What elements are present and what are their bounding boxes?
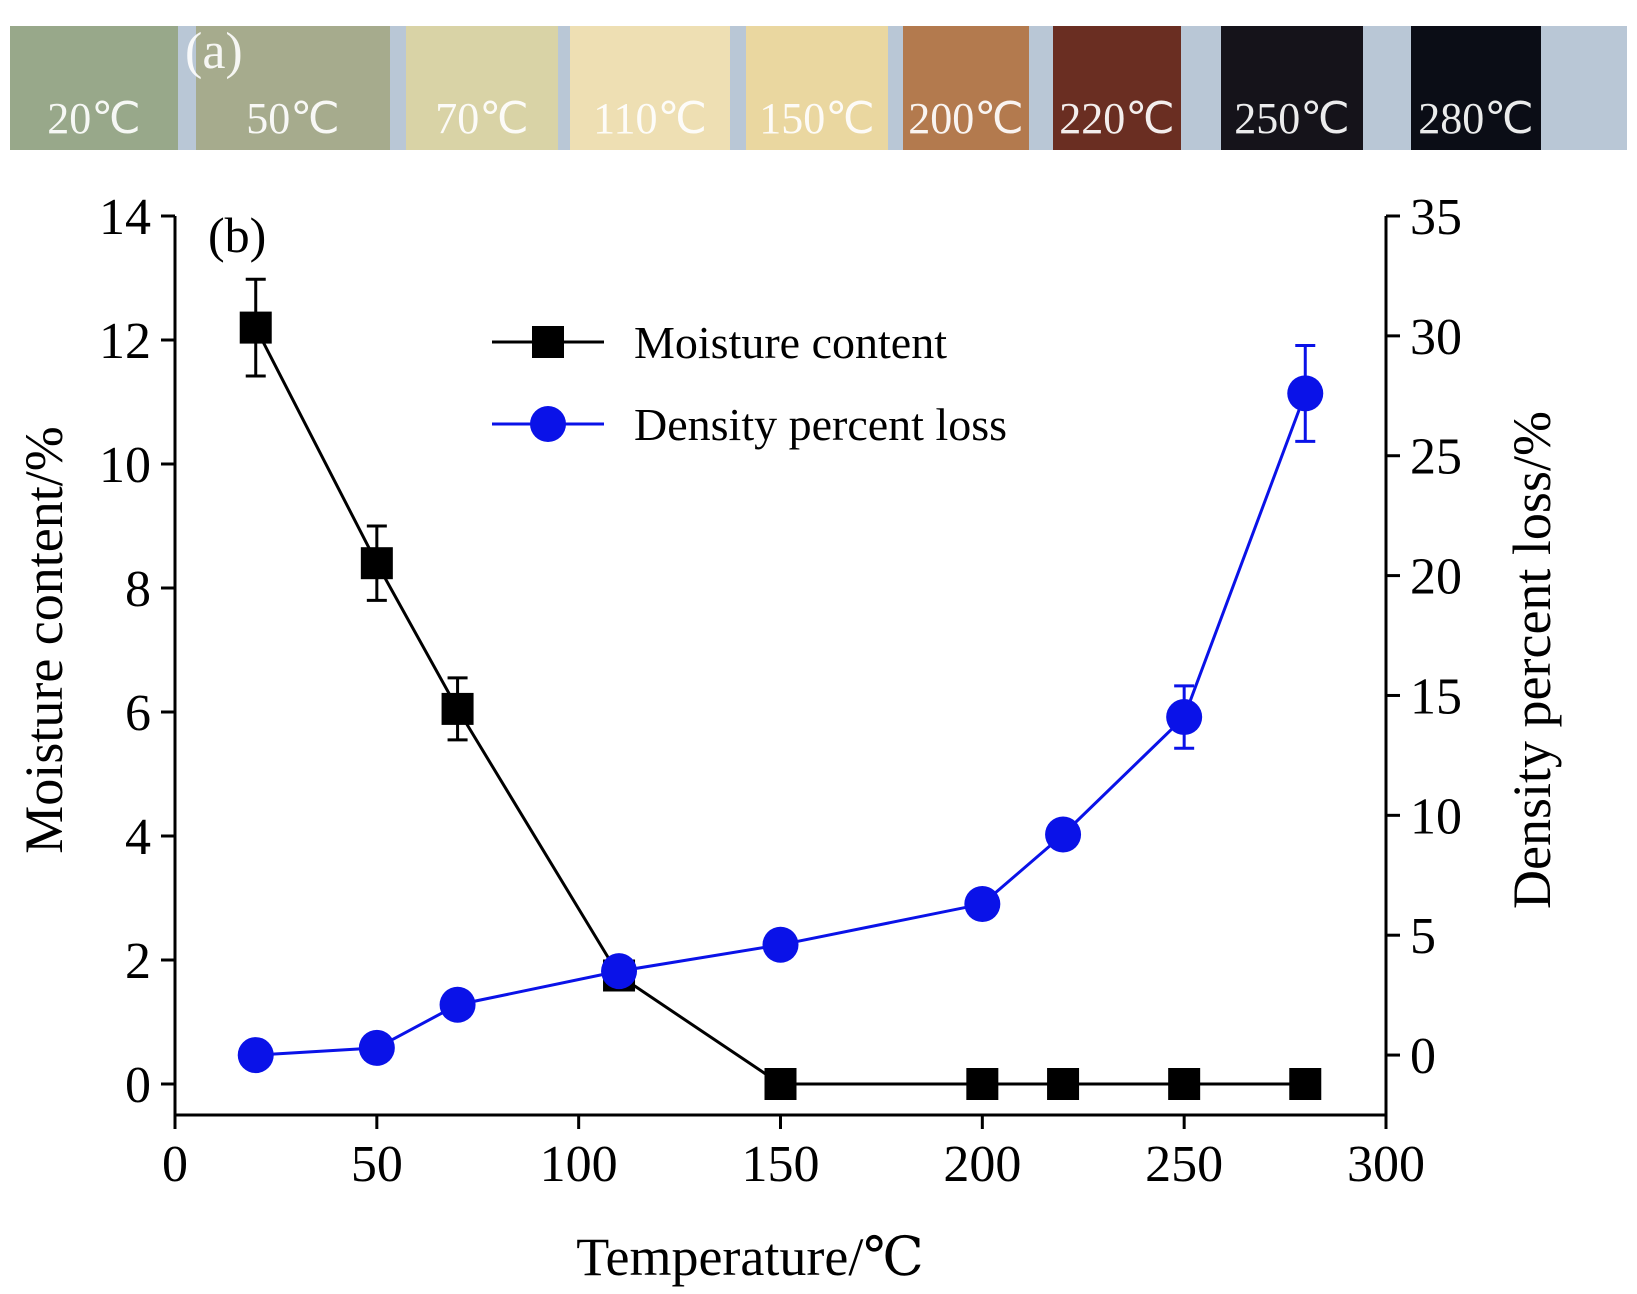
left-y-tick-label: 4 <box>125 809 151 866</box>
left-y-tick-label: 14 <box>99 189 151 246</box>
x-axis-title: Temperature/℃ <box>576 1227 923 1287</box>
sample-swatch: 220℃ <box>1053 26 1181 150</box>
sample-swatch: 150℃ <box>746 26 888 150</box>
moisture-point <box>1289 1068 1322 1100</box>
sample-swatch: 20℃ <box>10 26 178 150</box>
sample-temperature-label: 280℃ <box>1418 94 1534 143</box>
series-layer <box>237 277 1324 1100</box>
sample-temperature-label: 220℃ <box>1059 94 1175 143</box>
x-tick-label: 100 <box>540 1136 618 1193</box>
right-y-tick-label: 25 <box>1410 429 1462 486</box>
legend-label: Moisture content <box>634 317 947 368</box>
right-y-tick-label: 20 <box>1410 549 1462 606</box>
sample-color-strip: 20℃ 50℃ 70℃ 110℃ 150℃ 200℃ 220℃ 250℃ 280℃ <box>10 26 1627 150</box>
sample-swatch: 50℃ <box>196 26 390 150</box>
density-point <box>439 986 476 1023</box>
moisture-point <box>360 547 393 580</box>
sample-temperature-label: 200℃ <box>908 94 1024 143</box>
left-y-tick-label: 2 <box>125 933 151 990</box>
left-y-axis-title: Moisture content/% <box>14 426 74 853</box>
x-tick-label: 0 <box>162 1136 188 1193</box>
sample-swatch: 70℃ <box>406 26 558 150</box>
density-point <box>237 1037 274 1074</box>
panel-label-b: (b) <box>208 207 266 263</box>
moisture-point <box>441 692 474 725</box>
density-point <box>358 1029 395 1066</box>
axes: 0 50 100 150 200 250 300 0 2 4 6 8 10 12 14 0 5 10 15 20 25 3… <box>99 189 1462 1193</box>
left-y-tick-label: 0 <box>125 1057 151 1114</box>
right-y-axis-title: Density percent loss/% <box>1502 411 1562 909</box>
moisture-point <box>966 1068 999 1100</box>
density-point <box>601 953 638 990</box>
right-y-tick-label: 10 <box>1410 788 1462 845</box>
moisture-point <box>1047 1068 1080 1100</box>
x-tick-label: 150 <box>742 1136 820 1193</box>
x-tick-label: 200 <box>943 1136 1021 1193</box>
left-y-tick-label: 12 <box>99 313 151 370</box>
right-y-tick-label: 30 <box>1410 309 1462 366</box>
moisture-series <box>239 277 1322 1100</box>
sample-temperature-label: 110℃ <box>593 94 707 143</box>
left-y-tick-label: 6 <box>125 685 151 742</box>
moisture-point <box>239 311 272 344</box>
x-tick-label: 300 <box>1347 1136 1425 1193</box>
sample-swatch: 250℃ <box>1221 26 1363 150</box>
density-point <box>1287 375 1324 412</box>
density-series <box>237 343 1324 1074</box>
moisture-point <box>1168 1068 1201 1100</box>
x-tick-label: 50 <box>351 1136 403 1193</box>
dual-axis-line-chart: 0 50 100 150 200 250 300 0 2 4 6 8 10 12 14 0 5 10 15 20 25 3… <box>14 189 1562 1287</box>
right-y-tick-label: 15 <box>1410 668 1462 725</box>
density-point <box>1166 699 1203 736</box>
density-point <box>762 926 799 963</box>
left-y-tick-label: 8 <box>125 561 151 618</box>
right-y-tick-label: 35 <box>1410 189 1462 246</box>
sample-temperature-label: 70℃ <box>435 94 529 143</box>
left-y-tick-label: 10 <box>99 437 151 494</box>
sample-swatch: 280℃ <box>1411 26 1541 150</box>
legend-marker-square <box>532 326 564 358</box>
right-y-tick-label: 0 <box>1410 1028 1436 1085</box>
x-tick-label: 250 <box>1145 1136 1223 1193</box>
density-point <box>964 886 1001 923</box>
legend-label: Density percent loss <box>634 399 1007 450</box>
right-y-tick-label: 5 <box>1410 908 1436 965</box>
moisture-point <box>764 1068 797 1100</box>
sample-temperature-label: 250℃ <box>1234 94 1350 143</box>
legend-marker-circle <box>530 406 566 442</box>
panel-label-a: (a) <box>185 23 243 80</box>
sample-swatch: 110℃ <box>570 26 730 150</box>
sample-temperature-label: 50℃ <box>246 94 340 143</box>
sample-temperature-label: 150℃ <box>759 94 875 143</box>
legend: Moisture content Density percent loss <box>492 317 1007 450</box>
sample-swatch: 200℃ <box>903 26 1029 150</box>
sample-temperature-label: 20℃ <box>47 94 141 143</box>
density-point <box>1045 816 1082 853</box>
